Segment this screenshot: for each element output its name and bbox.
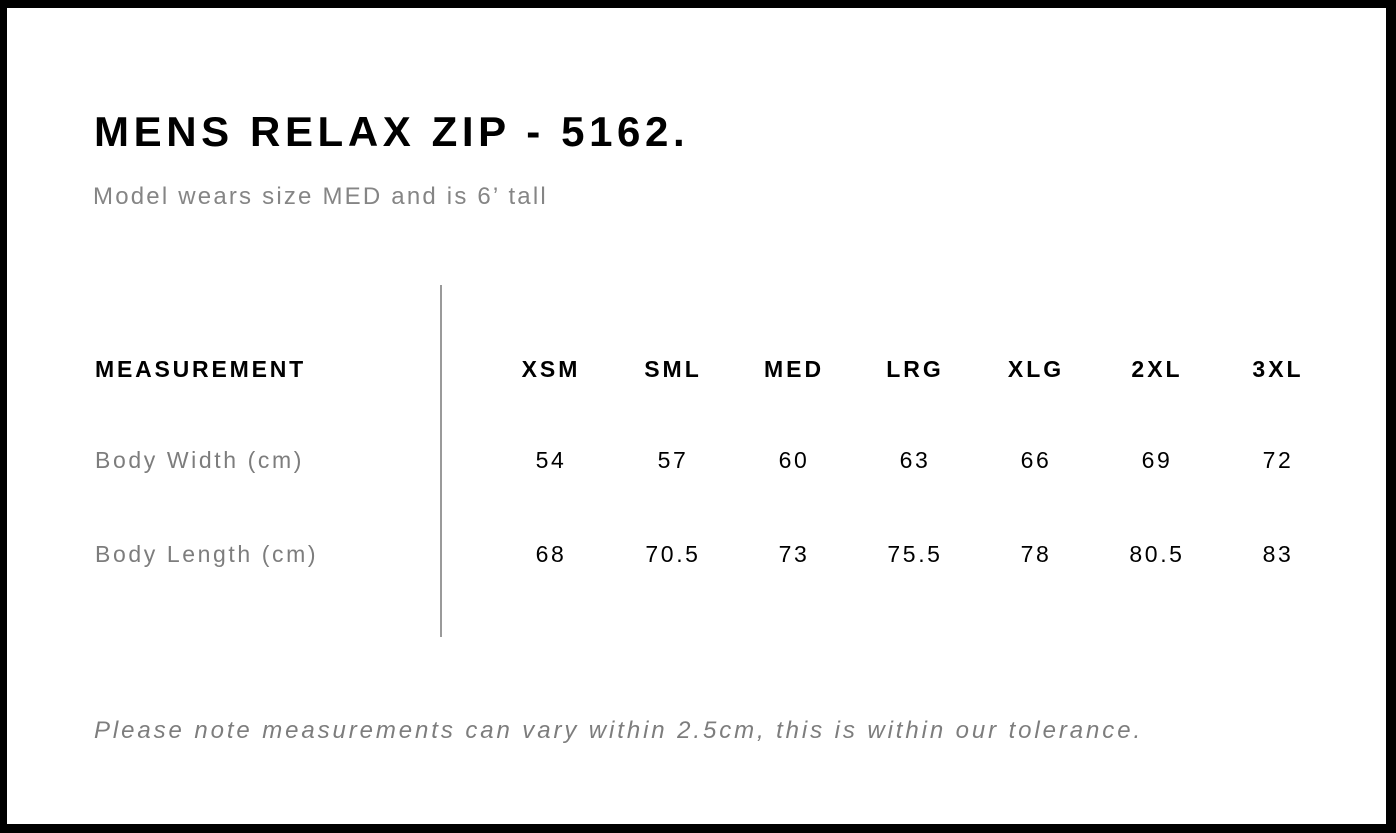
- table-cell: 78: [1020, 541, 1052, 567]
- model-info: Model wears size MED and is 6’ tall: [93, 183, 548, 210]
- size-header: 2XL: [1131, 356, 1183, 382]
- row-label: Body Width (cm): [95, 447, 304, 473]
- table-cell: 60: [778, 447, 810, 473]
- row-label: Body Length (cm): [95, 541, 319, 567]
- size-header: SML: [644, 356, 702, 382]
- tolerance-note: Please note measurements can vary within…: [94, 717, 1144, 744]
- table-cell: 70.5: [645, 541, 701, 567]
- table-cell: 73: [778, 541, 810, 567]
- size-header: MED: [763, 356, 825, 382]
- table-cell: 80.5: [1129, 541, 1185, 567]
- table-cell: 54: [535, 447, 567, 473]
- size-header: 3XL: [1252, 356, 1304, 382]
- size-chart-card: MENS RELAX ZIP - 5162. Model wears size …: [7, 8, 1386, 824]
- size-header: LRG: [886, 356, 944, 382]
- table-header-row: MEASUREMENT XSM SML MED LRG XLG 2XL 3XL: [7, 349, 1386, 389]
- column-divider: [440, 285, 442, 637]
- size-header: XSM: [521, 356, 581, 382]
- table-cell: 68: [535, 541, 567, 567]
- table-cell: 66: [1020, 447, 1052, 473]
- measurement-header: MEASUREMENT: [95, 356, 306, 382]
- size-header: XLG: [1007, 356, 1065, 382]
- table-cell: 69: [1141, 447, 1173, 473]
- table-cell: 83: [1262, 541, 1294, 567]
- table-cell: 75.5: [887, 541, 943, 567]
- table-row-body-width: Body Width (cm) 54 57 60 63 66 69 72: [7, 440, 1386, 480]
- table-cell: 72: [1262, 447, 1294, 473]
- page-title: MENS RELAX ZIP - 5162.: [94, 108, 690, 155]
- table-cell: 57: [657, 447, 689, 473]
- table-row-body-length: Body Length (cm) 68 70.5 73 75.5 78 80.5 83: [7, 534, 1386, 574]
- table-cell: 63: [899, 447, 931, 473]
